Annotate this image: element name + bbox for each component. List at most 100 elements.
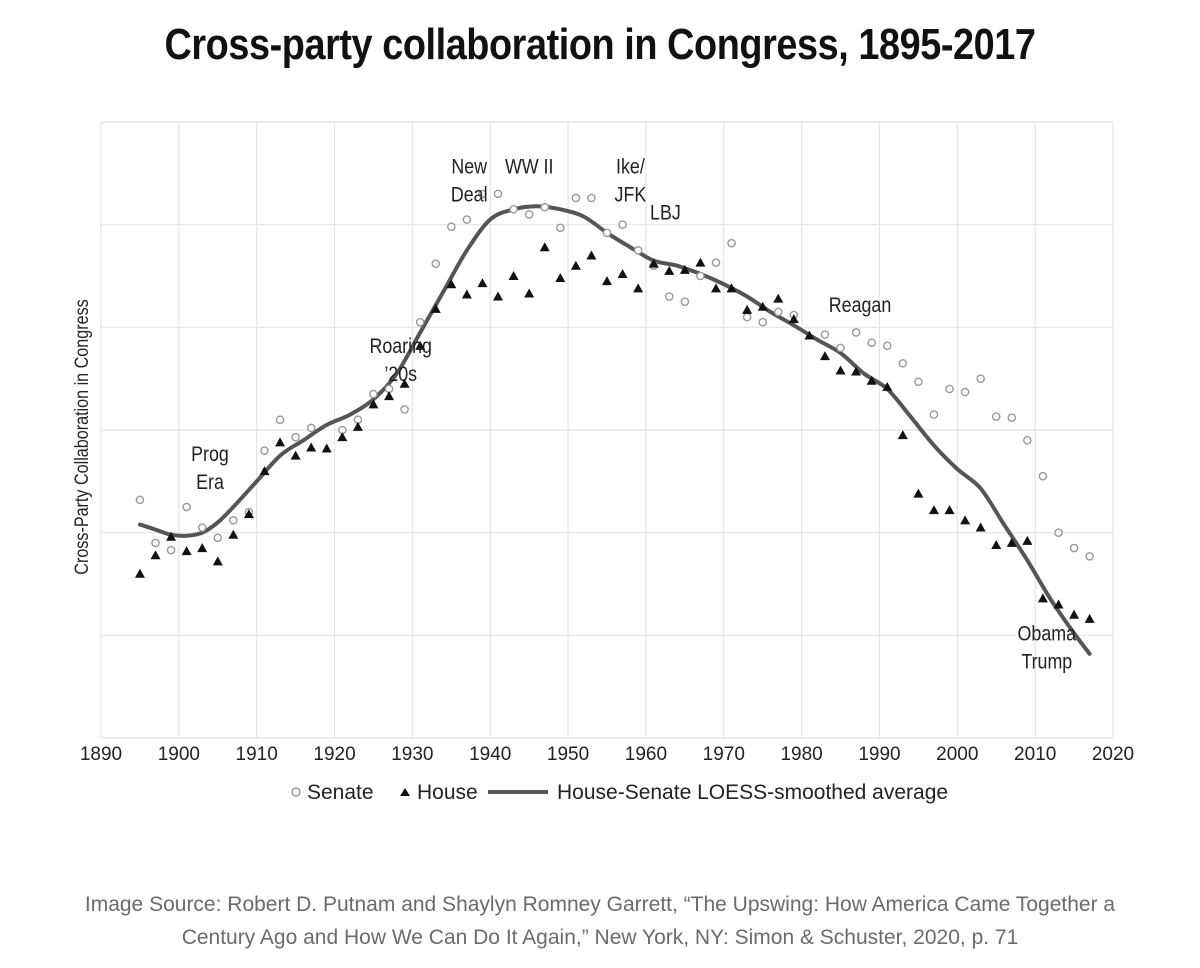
image-source-caption: Image Source: Robert D. Putnam and Shayl… — [0, 888, 1200, 954]
house-point — [804, 330, 815, 340]
annotation-label: Roaring ’20s — [369, 335, 431, 387]
senate-point — [727, 238, 736, 248]
senate-point — [447, 222, 456, 232]
senate-point — [680, 297, 690, 306]
house-point — [991, 539, 1002, 549]
house-point — [944, 505, 955, 515]
senate-point — [882, 341, 892, 351]
house-point — [742, 304, 753, 314]
x-axis: 1890 1900 1910 1920 1930 1940 1950 1960 1970 1980… — [80, 744, 1134, 765]
senate-point — [587, 193, 596, 203]
series-house — [134, 242, 1095, 623]
senate-point — [1038, 471, 1048, 481]
annotations: Prog Era Roaring ’20s New Deal WW II Ike/JFKLBJ… — [191, 155, 1076, 674]
house-point — [446, 279, 457, 289]
senate-point — [275, 415, 285, 425]
senate-point — [945, 384, 954, 394]
house-point — [866, 375, 877, 385]
senate-point — [1085, 551, 1094, 561]
senate-point — [618, 220, 627, 229]
x-tick-label: 2000 — [936, 744, 978, 765]
house-point — [975, 522, 986, 532]
senate-point — [991, 412, 1001, 421]
x-tick-label: 1960 — [625, 744, 667, 765]
house-point — [384, 391, 395, 401]
house-point — [586, 250, 597, 260]
house-point — [570, 260, 581, 270]
senate-point — [742, 312, 752, 322]
senate-point — [166, 545, 176, 555]
x-tick-label: 1930 — [391, 744, 433, 765]
house-point — [695, 257, 706, 267]
x-tick-label: 1940 — [469, 744, 511, 765]
senate-point — [633, 246, 643, 255]
house-point — [399, 378, 410, 388]
house-point — [788, 314, 799, 324]
senate-point — [151, 538, 160, 548]
series-average — [137, 204, 1092, 656]
house-point — [415, 340, 426, 350]
house-point — [773, 293, 784, 303]
house-point — [1053, 599, 1064, 609]
series-senate — [135, 189, 1094, 561]
annotation-label: Obama Trump — [1018, 622, 1077, 674]
annotation-label: LBJ — [650, 201, 681, 225]
house-point — [477, 278, 488, 288]
x-tick-label: 1950 — [547, 744, 589, 765]
x-tick-label: 1990 — [858, 744, 900, 765]
x-tick-label: 1910 — [236, 744, 278, 765]
senate-point — [197, 523, 207, 532]
senate-point — [758, 317, 767, 327]
x-tick-label: 2010 — [1014, 744, 1056, 765]
senate-point — [898, 358, 908, 368]
senate-point — [1054, 528, 1063, 537]
y-axis-label: Cross-Party Collaboration in Congress — [71, 299, 93, 575]
senate-point — [867, 338, 876, 348]
senate-point — [773, 307, 783, 317]
senate-point — [260, 446, 269, 455]
senate-point — [976, 374, 985, 383]
house-point — [819, 351, 830, 361]
senate-point — [555, 223, 565, 233]
house-point — [617, 268, 628, 278]
senate-point — [509, 204, 518, 214]
senate-point — [540, 202, 550, 212]
senate-point — [400, 405, 409, 414]
senate-point — [664, 292, 674, 301]
house-point — [882, 381, 893, 391]
page-title: Cross-party collaboration in Congress, 1… — [164, 20, 1036, 69]
senate-point — [369, 389, 378, 399]
house-point — [166, 531, 177, 541]
senate-point — [960, 387, 970, 397]
house-point — [524, 288, 535, 298]
senate-point — [929, 410, 939, 419]
x-tick-label: 1890 — [80, 744, 122, 765]
annotation-label: Prog Era — [191, 442, 229, 494]
senate-point — [602, 228, 612, 238]
senate-point — [306, 423, 316, 433]
house-point — [602, 276, 612, 286]
senate-point — [291, 432, 300, 442]
house-point — [259, 466, 270, 476]
chart: 1890 1900 1910 1920 1930 1940 1950 1960 1970 1980… — [71, 121, 1134, 804]
senate-point — [914, 377, 923, 387]
house-point — [710, 283, 721, 293]
senate-point — [851, 328, 861, 337]
house-point — [1022, 535, 1033, 545]
house-point — [275, 437, 286, 447]
annotation-label: Reagan — [829, 294, 891, 318]
house-point — [897, 430, 908, 440]
house-point — [368, 399, 379, 409]
house-point — [633, 283, 644, 293]
house-point — [913, 488, 924, 498]
annotation-label: WW II — [505, 155, 554, 179]
average-line — [137, 204, 1092, 656]
legend-house-label: House — [417, 781, 478, 804]
senate-point — [431, 259, 441, 268]
house-point — [1006, 537, 1017, 547]
grid — [100, 121, 1114, 739]
house-point — [212, 556, 223, 566]
legend-senate-label: Senate — [307, 781, 374, 804]
x-tick-label: 1920 — [313, 744, 355, 765]
house-point — [430, 303, 441, 313]
